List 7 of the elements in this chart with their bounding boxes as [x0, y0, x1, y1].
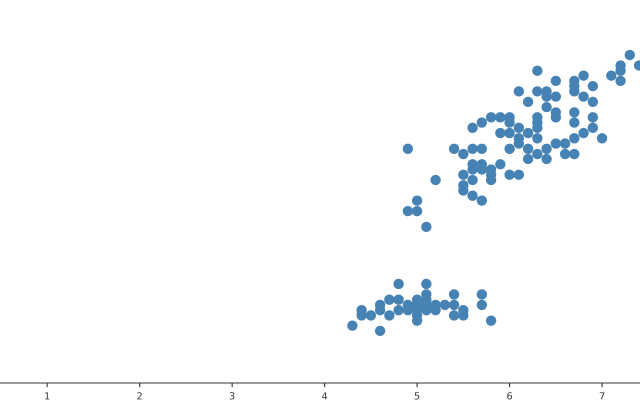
- x-tick-label: 3: [230, 392, 234, 400]
- x-tick-label: 4: [322, 392, 328, 400]
- x-tick-label: 6: [507, 392, 512, 400]
- x-tick-label: 7: [600, 392, 604, 400]
- x-tick-label: 2: [137, 392, 142, 400]
- x-tick-label: 1: [45, 392, 50, 400]
- x-tick-label: 5: [414, 392, 420, 400]
